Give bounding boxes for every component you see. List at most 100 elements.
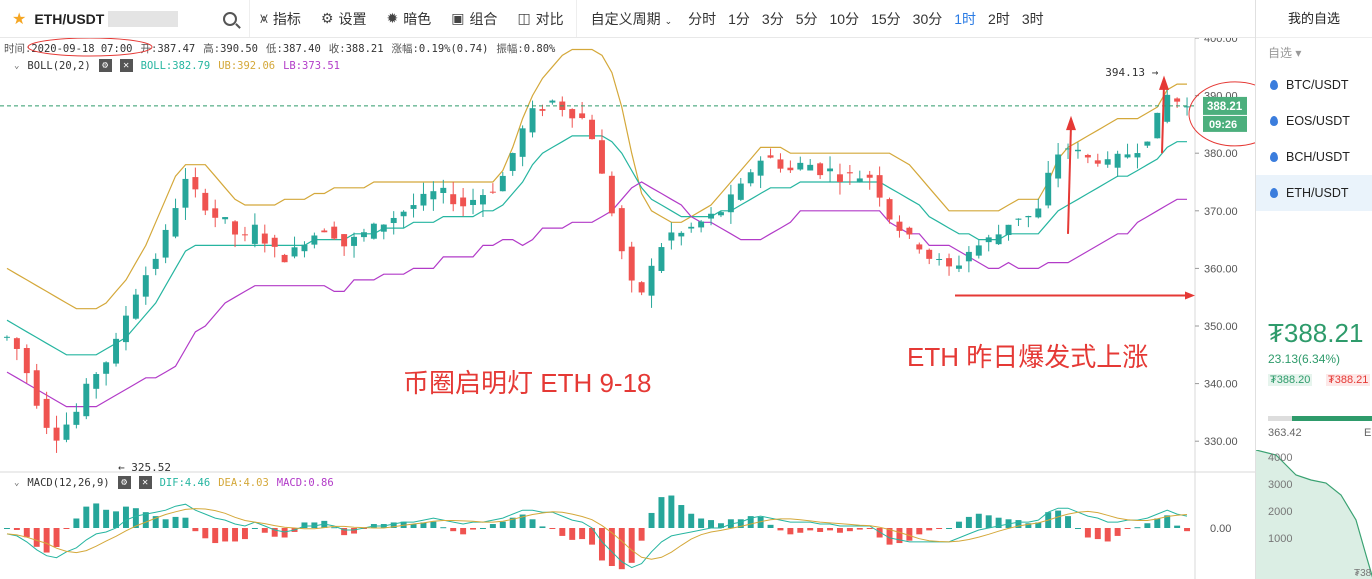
macd-histogram-bar xyxy=(460,528,467,535)
combo-icon: ▣ xyxy=(451,10,465,26)
period-tab[interactable]: 分时 xyxy=(688,10,717,27)
macd-histogram-bar xyxy=(63,528,70,529)
collapse-icon[interactable]: ⌄ xyxy=(14,60,20,71)
candle-body xyxy=(103,362,110,374)
candle-body xyxy=(63,424,70,440)
candle-body xyxy=(470,199,477,206)
candle-body xyxy=(797,162,804,170)
macd-value: MACD:0.86 xyxy=(276,476,334,489)
macd-histogram-bar xyxy=(529,519,536,528)
candle-body xyxy=(192,177,199,190)
candle-body xyxy=(23,348,30,374)
close-icon[interactable]: ✕ xyxy=(138,476,152,489)
macd-histogram-bar xyxy=(737,519,744,528)
price-chart[interactable]: 400.00390.00380.00370.00360.00350.00340.… xyxy=(0,38,1255,579)
watchlist-item[interactable]: ETH/USDT xyxy=(1256,175,1372,211)
candle-body xyxy=(331,226,338,239)
candle-body xyxy=(251,224,258,244)
gear-icon[interactable]: ⚙ xyxy=(117,476,131,489)
macd-histogram-bar xyxy=(43,528,50,553)
candle-body xyxy=(162,229,169,258)
countdown-label: 09:26 xyxy=(1209,119,1237,131)
candle-body xyxy=(539,109,546,111)
macd-histogram-bar xyxy=(559,528,566,536)
candle-body xyxy=(1084,154,1091,158)
search-icon[interactable] xyxy=(223,11,237,26)
toolbar-button-3[interactable]: ▣ 组合 xyxy=(441,0,507,37)
watchlist-item[interactable]: BCH/USDT xyxy=(1256,139,1372,175)
macd-histogram-bar xyxy=(301,522,308,528)
close-value: 388.21 xyxy=(345,43,384,55)
period-tab[interactable]: 10分 xyxy=(829,10,860,27)
candle-body xyxy=(827,168,834,172)
period-tabs: 分时 1分 3分 5分 10分 15分 30分 1时 2时 3时 xyxy=(682,0,1050,37)
period-tab[interactable]: 3时 xyxy=(1021,10,1044,27)
candle-body xyxy=(688,226,695,229)
candle-body xyxy=(460,197,467,207)
macd-histogram-bar xyxy=(331,527,338,529)
y-tick-label: 360.00 xyxy=(1204,263,1238,275)
symbol-selector[interactable]: ★ ETH/USDT xyxy=(0,0,250,37)
watchlist-item[interactable]: BTC/USDT xyxy=(1256,67,1372,103)
amplitude-value: 0.80% xyxy=(523,43,556,55)
candle-body xyxy=(717,212,724,216)
period-tab[interactable]: 1时 xyxy=(954,10,977,27)
candle-body xyxy=(906,227,913,235)
macd-histogram-bar xyxy=(1134,527,1141,529)
annotation-left: 币圈启明灯 ETH 9-18 xyxy=(403,368,652,398)
candle-body xyxy=(757,160,764,176)
macd-histogram-bar xyxy=(836,528,843,533)
candle-body xyxy=(400,211,407,217)
candle-body xyxy=(222,217,229,220)
annotation-arrowhead xyxy=(1159,75,1169,90)
candle-body xyxy=(846,172,853,174)
watchlist-group-dropdown[interactable]: 自选 ▾ xyxy=(1268,46,1302,60)
toolbar-button-4[interactable]: ◫ 对比 xyxy=(507,0,573,37)
star-icon[interactable]: ★ xyxy=(12,10,27,28)
candle-body xyxy=(380,224,387,232)
ask-price: ₮388.21 xyxy=(1326,374,1371,386)
high-value: 390.50 xyxy=(220,43,259,55)
day-high: E xyxy=(1364,427,1372,439)
close-icon[interactable]: ✕ xyxy=(119,59,133,72)
candle-body xyxy=(678,232,685,237)
day-low: 363.42 xyxy=(1268,427,1302,439)
gear-icon[interactable]: ⚙ xyxy=(98,59,112,72)
candle-body xyxy=(926,249,933,259)
candle-body xyxy=(727,194,734,213)
candle-body xyxy=(360,232,367,238)
macd-histogram-bar xyxy=(251,528,258,529)
flame-icon xyxy=(1270,116,1278,126)
candle-body xyxy=(1094,160,1101,164)
watchlist-item[interactable]: EOS/USDT xyxy=(1256,103,1372,139)
boll-lb-value: LB:373.51 xyxy=(283,59,340,72)
candle-body xyxy=(876,175,883,198)
period-tab[interactable]: 1分 xyxy=(728,10,750,27)
custom-period-dropdown[interactable]: 自定义周期 ⌄ xyxy=(579,9,678,29)
period-tab[interactable]: 2时 xyxy=(988,10,1010,27)
annotation-arrow-up xyxy=(1067,124,1072,234)
depth-tick: 4000 xyxy=(1268,452,1292,464)
period-tab[interactable]: 5分 xyxy=(795,10,818,27)
macd-histogram-bar xyxy=(767,524,774,528)
macd-histogram-bar xyxy=(946,528,953,529)
toolbar-button-2[interactable]: ✹ 暗色 xyxy=(376,0,441,37)
toolbar-button-1[interactable]: ⚙ 设置 xyxy=(311,0,377,37)
collapse-icon[interactable]: ⌄ xyxy=(14,477,20,488)
macd-histogram-bar xyxy=(965,516,972,528)
candle-body xyxy=(122,315,129,343)
macd-histogram-bar xyxy=(479,528,486,529)
candle-body xyxy=(182,178,189,208)
candle-body xyxy=(767,155,774,158)
candle-body xyxy=(817,163,824,176)
macd-histogram-bar xyxy=(450,528,457,532)
period-tab[interactable]: 30分 xyxy=(912,10,943,27)
macd-name: MACD(12,26,9) xyxy=(27,476,110,489)
toolbar-button-0[interactable]: ⩙ 指标 xyxy=(250,0,311,37)
candle-body xyxy=(73,411,80,425)
candle-body xyxy=(747,172,754,184)
period-tab[interactable]: 15分 xyxy=(871,10,901,27)
candle-body xyxy=(241,234,248,236)
toolbar: ★ ETH/USDT ⩙ 指标 ⚙ 设置 ✹ 暗色 ▣ 组合 ◫ 对比 自定义周期 ⌄ 分时 1分 3… xyxy=(0,0,1255,38)
period-tab[interactable]: 3分 xyxy=(761,10,784,27)
